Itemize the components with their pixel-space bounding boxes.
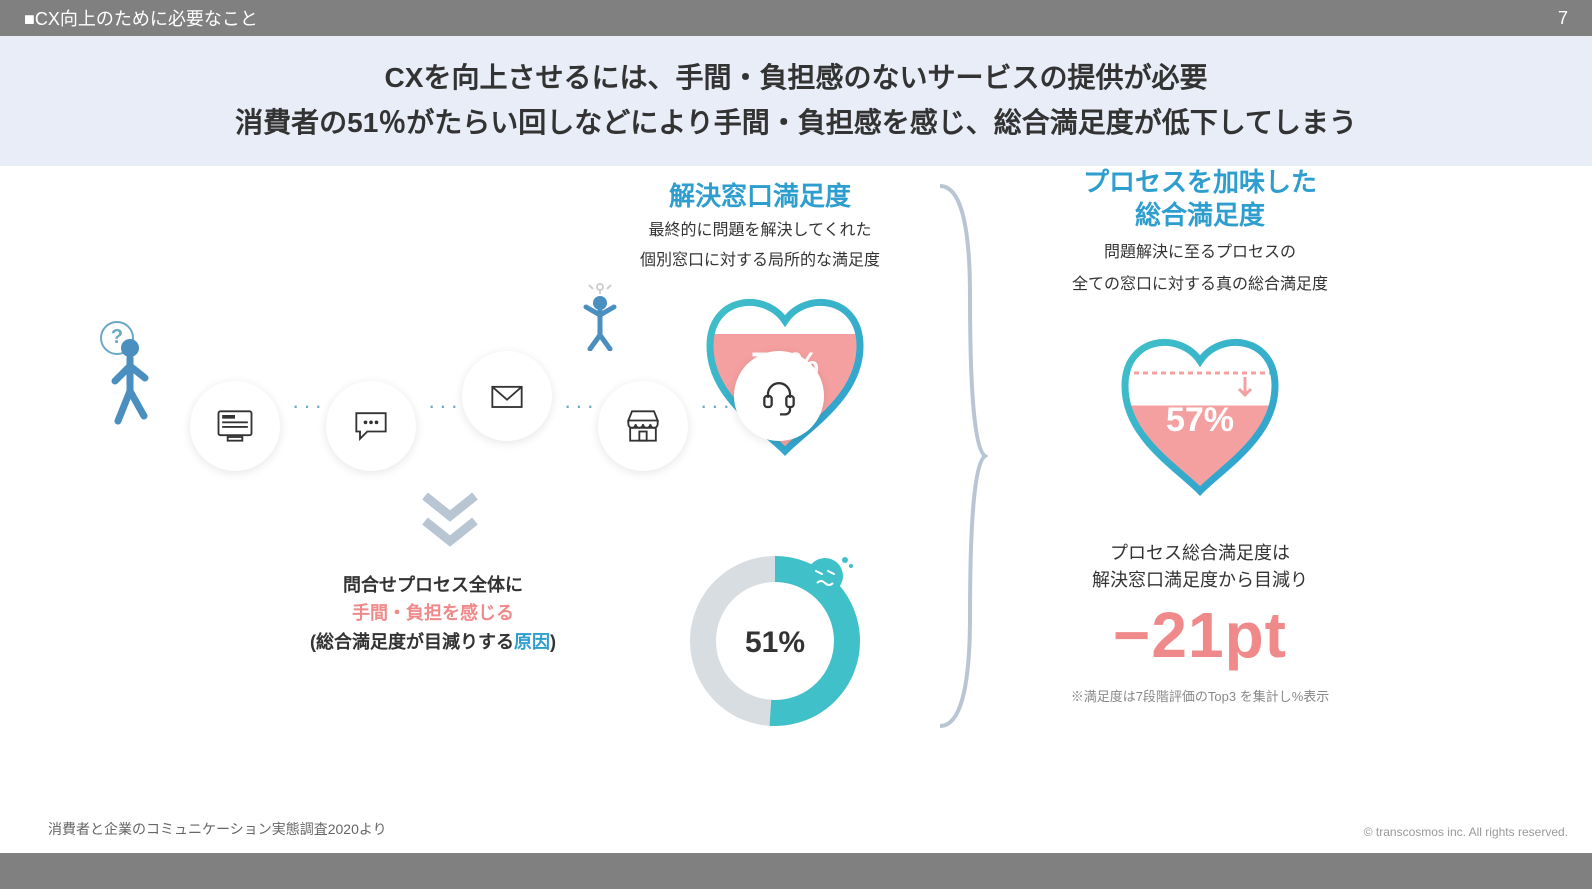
store-icon: [598, 381, 688, 471]
drop-note-l1: プロセス総合満足度は: [1000, 540, 1400, 567]
headset-icon: [734, 351, 824, 441]
resolution-title: 解決窓口満足度: [580, 176, 940, 213]
drop-note-l2: 解決窓口満足度から目減り: [1000, 567, 1400, 594]
topbar: ■CX向上のために必要なこと 7: [0, 0, 1592, 36]
idea-person-icon: [575, 281, 625, 351]
overall-title-l2: 総合満足度: [1000, 199, 1400, 233]
burden-l3: (総合満足度が目減りする原因): [310, 628, 556, 657]
burden-donut-chart: 51%: [670, 536, 880, 746]
walking-person-icon: [110, 336, 160, 426]
topbar-title: ■CX向上のために必要なこと: [24, 5, 258, 31]
footnote: ※満足度は7段階評価のTop3 を集計し%表示: [1000, 686, 1400, 705]
overall-heart-chart: 57%: [1095, 311, 1305, 511]
overall-value: 57%: [1166, 401, 1234, 439]
hero-line1: CXを向上させるには、手間・負担感のないサービスの提供が必要: [0, 56, 1592, 101]
journey-row: ··· ··· ··· ···: [190, 341, 836, 471]
bottombar: [0, 853, 1592, 889]
source-text: 消費者と企業のコミュニケーション実態調査2020より: [48, 819, 387, 839]
resolution-sat-block: 解決窓口満足度 最終的に問題を解決してくれた 個別窓口に対する局所的な満足度: [580, 176, 940, 273]
resolution-sub1: 最終的に問題を解決してくれた: [580, 219, 940, 243]
page-number: 7: [1558, 8, 1568, 29]
content-area: 解決窓口満足度 最終的に問題を解決してくれた 個別窓口に対する局所的な満足度 7…: [0, 166, 1592, 866]
chat-icon: [326, 381, 416, 471]
burden-l2: 手間・負担を感じる: [310, 599, 556, 628]
hero-line2: 消費者の51％がたらい回しなどにより手間・負担感を感じ、総合満足度が低下してしま…: [0, 101, 1592, 146]
donut-value: 51%: [745, 626, 805, 659]
overall-sat-block: プロセスを加味した 総合満足度 問題解決に至るプロセスの 全ての窓口に対する真の…: [1000, 166, 1400, 706]
chevron-down-icon: [415, 486, 485, 556]
overall-sub2: 全ての窓口に対する真の総合満足度: [1000, 273, 1400, 297]
mail-icon: [462, 351, 552, 441]
copyright-text: © transcosmos inc. All rights reserved.: [1364, 825, 1568, 839]
burden-label: 問合せプロセス全体に 手間・負担を感じる (総合満足度が目減りする原因): [310, 571, 556, 657]
overall-title-l1: プロセスを加味した: [1000, 166, 1400, 200]
drop-value: −21pt: [1000, 598, 1400, 672]
resolution-sub2: 個別窓口に対する局所的な満足度: [580, 249, 940, 273]
hero-banner: CXを向上させるには、手間・負担感のないサービスの提供が必要 消費者の51％がた…: [0, 36, 1592, 166]
curly-brace-icon: [930, 166, 990, 746]
web-icon: [190, 381, 280, 471]
overall-sub1: 問題解決に至るプロセスの: [1000, 241, 1400, 265]
burden-l1: 問合せプロセス全体に: [310, 571, 556, 600]
